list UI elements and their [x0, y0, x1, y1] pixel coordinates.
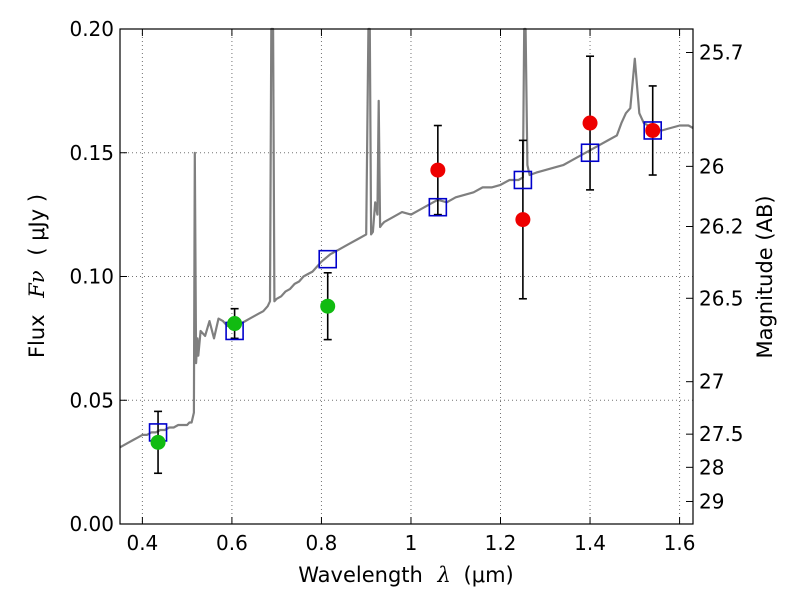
- model-square: [318, 249, 338, 269]
- x-tick-label: 1.4: [574, 531, 606, 555]
- photometry-point: [227, 316, 243, 332]
- y-axis-label-symbol: Fν: [25, 270, 49, 299]
- photometry-point: [582, 115, 598, 131]
- magnitude-tick-label: 25.7: [699, 41, 744, 65]
- y-axis-label-text: Flux: [25, 314, 49, 358]
- x-tick-label: 0.8: [306, 531, 338, 555]
- photometry-point: [320, 298, 336, 314]
- x-tick-label: 1: [405, 531, 418, 555]
- model-square-layer: [148, 121, 663, 442]
- x-tick-label: 1.2: [485, 531, 517, 555]
- errorbar-layer: [154, 55, 657, 475]
- y-tick-label: 0.15: [69, 141, 114, 165]
- photometry-point: [515, 212, 531, 228]
- magnitude-tick-label: 26: [699, 154, 724, 178]
- y-axis-label: Flux Fν ( μJy ): [25, 194, 49, 358]
- magnitude-tick-label: 26.2: [699, 215, 744, 239]
- x-axis-ticks: 0.4 0.6 0.8 1 1.2 1.4 1.6: [126, 29, 695, 555]
- y-tick-label: 0.20: [69, 17, 114, 41]
- model-square: [428, 197, 448, 217]
- model-square: [643, 121, 663, 140]
- x-axis-label-unit: (μm): [464, 563, 514, 587]
- magnitude-tick-label: 26.5: [699, 286, 744, 310]
- photometry-point: [645, 122, 661, 138]
- photometry-point: [150, 434, 166, 450]
- spectrum-line: [119, 27, 694, 449]
- grid: [120, 29, 693, 524]
- model-square: [580, 143, 600, 163]
- spectrum-layer: [119, 27, 694, 449]
- magnitude-tick-label: 29: [699, 489, 724, 513]
- x-axis-label: Wavelength λ (μm): [298, 563, 513, 587]
- x-axis-label-text: Wavelength: [298, 563, 423, 587]
- magnitude-axis-ticks: 25.7 26 26.2 26.5 27 27.5 28 29: [686, 41, 744, 513]
- y-tick-label: 0.05: [69, 388, 114, 412]
- magnitude-tick-label: 27: [699, 370, 724, 394]
- x-tick-label: 1.6: [664, 531, 696, 555]
- x-axis-label-symbol: λ: [437, 563, 451, 587]
- y-axis-label-unit: ( μJy ): [25, 194, 49, 256]
- photometry-point: [430, 162, 446, 178]
- photometry-point-layer: [150, 115, 661, 450]
- plot-frame: [119, 28, 694, 525]
- magnitude-tick-label: 27.5: [699, 422, 744, 446]
- y-axis-ticks: 0.00 0.05 0.10 0.15 0.20: [69, 17, 127, 536]
- y-tick-label: 0.10: [69, 265, 114, 289]
- x-tick-label: 0.4: [126, 531, 158, 555]
- magnitude-tick-label: 28: [699, 455, 724, 479]
- model-square: [513, 170, 533, 190]
- magnitude-axis-label: Magnitude (AB): [753, 195, 777, 358]
- y-tick-label: 0.00: [69, 512, 114, 536]
- x-tick-label: 0.6: [216, 531, 248, 555]
